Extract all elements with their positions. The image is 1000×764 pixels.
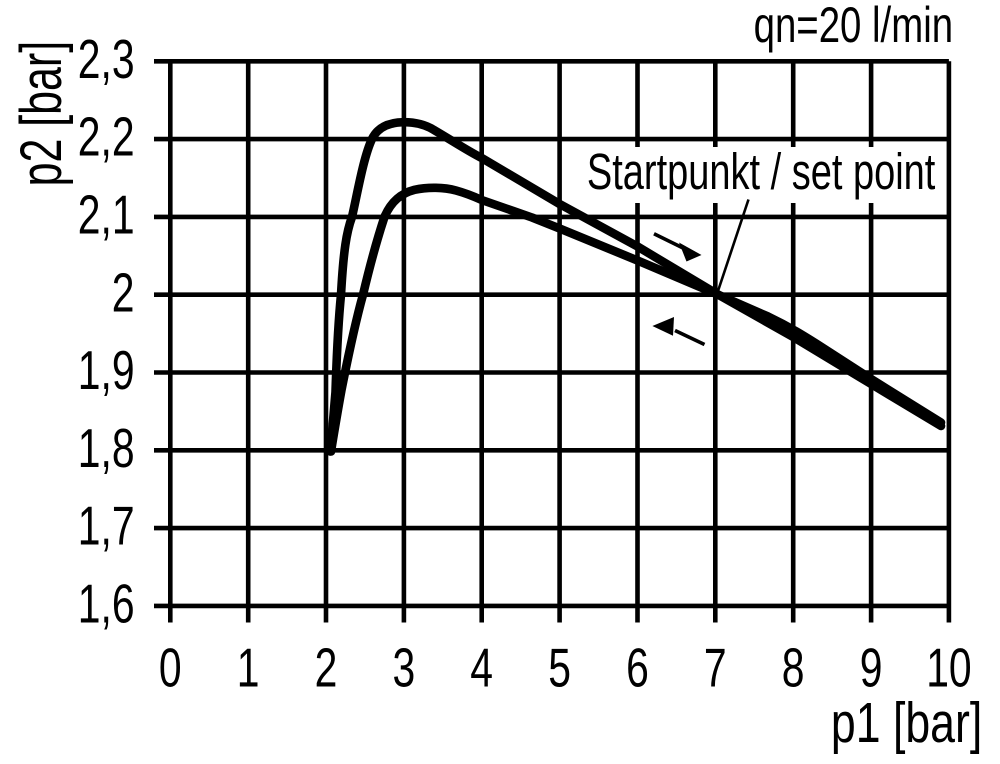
svg-text:1,9: 1,9 (78, 340, 135, 401)
svg-text:0: 0 (159, 638, 182, 699)
svg-text:2: 2 (112, 263, 135, 324)
svg-text:4: 4 (470, 638, 493, 699)
svg-text:2,2: 2,2 (78, 107, 135, 168)
svg-text:10: 10 (926, 638, 971, 699)
svg-text:p2 [bar]: p2 [bar] (9, 41, 74, 187)
svg-text:1,8: 1,8 (78, 418, 135, 479)
svg-text:7: 7 (704, 638, 727, 699)
svg-text:1,6: 1,6 (78, 574, 135, 635)
svg-text:9: 9 (860, 638, 883, 699)
svg-text:8: 8 (782, 638, 805, 699)
svg-text:2: 2 (315, 638, 338, 699)
svg-text:1,7: 1,7 (78, 496, 135, 557)
svg-text:6: 6 (626, 638, 649, 699)
svg-text:2,3: 2,3 (78, 29, 135, 90)
svg-text:qn=20 l/min: qn=20 l/min (754, 0, 953, 53)
svg-text:p1 [bar]: p1 [bar] (831, 691, 982, 754)
svg-text:Startpunkt / set point: Startpunkt / set point (587, 144, 936, 201)
svg-text:2,1: 2,1 (78, 185, 135, 246)
svg-text:1: 1 (237, 638, 260, 699)
svg-text:5: 5 (548, 638, 571, 699)
svg-text:3: 3 (393, 638, 416, 699)
